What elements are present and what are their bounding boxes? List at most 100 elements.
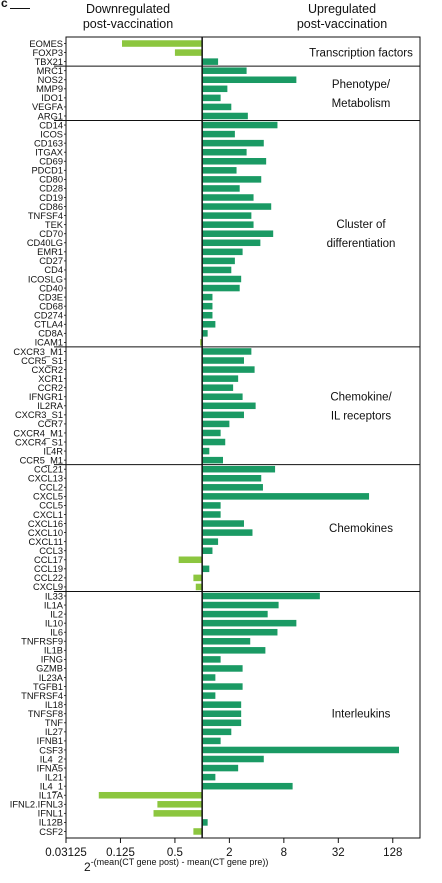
bar-cxcr4-s1: [202, 438, 226, 446]
gene-label: IL17A: [39, 791, 64, 801]
gene-label: CD4: [44, 265, 63, 275]
gene-label: CSF2: [39, 827, 63, 837]
bar-ifng: [202, 656, 221, 663]
gene-label: ARG1: [38, 111, 63, 121]
gene-label: TEK: [45, 220, 64, 230]
bar-cd86: [202, 203, 272, 210]
bar-cd70: [202, 230, 274, 237]
gene-label: CXCL1: [33, 510, 63, 520]
bar-tek: [202, 221, 254, 228]
bar-cd68: [202, 302, 213, 310]
gene-label: CD274: [34, 311, 63, 321]
gene-label: CCR5_M1: [20, 455, 63, 465]
gene-label: TGFB1: [33, 682, 63, 692]
gene-label: IL4R: [43, 446, 63, 456]
gene-label: CXCR2: [31, 365, 63, 375]
gene-label: XCR1: [38, 374, 63, 384]
gene-label: IFNL1: [38, 809, 63, 819]
bar-mrc1: [202, 67, 247, 74]
gene-label: CCL21: [34, 464, 63, 474]
gene-label: CCR5_S1: [21, 356, 63, 366]
gene-label: IDO1: [41, 93, 63, 103]
bar-cxcl5: [202, 493, 370, 500]
x-tick-label: 2: [226, 847, 232, 859]
gene-label: TNF: [45, 718, 63, 728]
gene-label: TNFRSF9: [21, 637, 63, 647]
bar-tnf: [202, 719, 242, 727]
gene-label: CCR7: [38, 419, 63, 429]
group-label: Phenotype/: [332, 79, 391, 91]
plot-frame: [65, 36, 421, 839]
x-axis-label-base: 2: [84, 860, 91, 874]
gene-label: IL4_2: [40, 754, 63, 764]
gene-label: IL27: [45, 727, 63, 737]
gene-label: IL4_1: [40, 781, 63, 791]
group-label: Cluster of: [336, 219, 386, 231]
bar-cxcl10: [202, 529, 253, 536]
gene-label: IL18: [45, 700, 63, 710]
bar-il1b: [202, 647, 266, 654]
gene-label: CD40: [39, 283, 63, 293]
gene-label: IL10: [45, 618, 63, 628]
gene-label: IL2RA: [37, 401, 64, 411]
gene-label: MRC1: [37, 66, 63, 76]
group-label: differentiation: [327, 238, 396, 250]
group-label: IL receptors: [331, 410, 392, 422]
gene-label: TNFRSF4: [21, 691, 63, 701]
bar-cd40lg: [202, 239, 261, 247]
group-label: Transcription factors: [309, 48, 413, 60]
bar-cxcr3-m1: [202, 348, 252, 355]
bar-cd163: [202, 139, 264, 147]
x-tick-label: 0.5: [167, 847, 183, 859]
bar-mmp9: [202, 85, 228, 93]
bar-ccl5: [202, 502, 221, 509]
group-label: Interleukins: [332, 709, 391, 721]
bar-ido1: [202, 94, 221, 102]
bar-pdcd1: [202, 167, 237, 174]
header-upregulated-line2: post-vaccination: [296, 17, 388, 31]
gene-label: CCL5: [39, 501, 63, 511]
gene-label: MMP9: [36, 84, 63, 94]
bar-cd274: [202, 311, 213, 319]
x-tick-label: 8: [281, 847, 287, 859]
gene-label: CD69: [39, 157, 63, 167]
gene-label: CXCR3_M1: [13, 347, 63, 357]
header-upregulated-line1: Upregulated: [307, 2, 377, 16]
bar-ccl2: [202, 484, 263, 491]
gene-label: IL12B: [39, 818, 63, 828]
x-axis-label: 2-(mean(CT gene post) - mean(CT gene pre…: [84, 857, 424, 874]
gene-label: CXCL10: [28, 528, 63, 538]
bar-il27: [202, 728, 232, 736]
gene-label: ITGAX: [35, 148, 63, 158]
bar-ccl17: [178, 556, 203, 564]
x-axis-label-exponent: -(mean(CT gene post) - mean(CT gene pre)…: [90, 857, 269, 867]
gene-label: CXCL9: [33, 582, 63, 592]
bar-cd28: [202, 185, 240, 192]
bar-il12b: [202, 819, 208, 826]
bar-csf3: [202, 746, 400, 754]
group-label: Chemokines: [329, 523, 393, 535]
bar-il18: [202, 701, 242, 708]
gene-label: CD3E: [38, 292, 63, 302]
x-tick-label: 0.125: [106, 847, 135, 859]
gene-label: CXCL5: [33, 492, 63, 502]
bar-icos: [202, 130, 235, 138]
bar-ifnl2-ifnl3: [157, 801, 203, 808]
bar-ccl3: [202, 547, 213, 554]
gene-label: IFNGR1: [29, 392, 63, 402]
bar-ifna5: [202, 764, 239, 772]
bar-ifnb1: [202, 737, 221, 745]
bar-il6: [202, 628, 278, 636]
bar-xcr1: [202, 375, 239, 382]
bar-il2: [202, 610, 268, 618]
bar-cxcl1: [202, 511, 221, 518]
bar-il33: [202, 592, 320, 600]
bar-tnfsf8: [202, 710, 242, 717]
bar-foxp3: [174, 49, 203, 56]
bar-ifngr1: [202, 393, 243, 401]
bar-tnfrsf4: [202, 692, 216, 699]
gene-label: EMR1: [37, 247, 63, 257]
gene-label: ICOSLG: [28, 274, 63, 284]
gene-label: CD28: [39, 184, 63, 194]
